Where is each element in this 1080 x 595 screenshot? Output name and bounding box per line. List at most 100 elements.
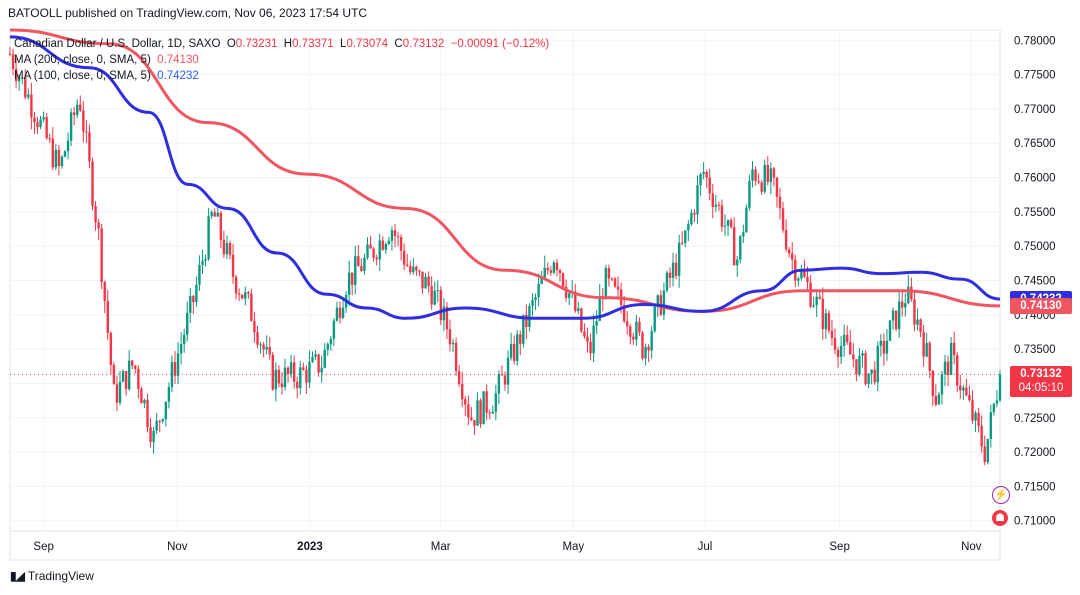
candle-body [962,387,965,391]
candle-body [292,362,296,382]
candle-body [894,310,898,330]
candle-body [555,262,559,271]
candle-body [137,369,140,389]
candle-body [140,388,143,404]
candle-body [464,399,467,405]
candle-body [378,240,381,260]
candle-body [439,290,443,321]
candle-body [112,364,116,385]
candle-body [409,265,412,273]
candle-body [629,326,632,337]
candle-body [402,250,406,265]
candle-body [121,371,125,382]
candle-body [201,260,204,265]
candle-body [711,193,714,207]
candle-body [775,177,779,197]
lightning-icon[interactable]: ⚡ [992,486,1010,504]
moving-averages [9,28,1001,320]
candle-body [870,369,873,374]
candle-body [739,236,742,260]
candle-body [613,278,617,287]
candle-body [372,248,375,258]
candle-body [308,361,311,383]
candle-body [598,295,601,321]
flag-icon[interactable]: ☗ [992,510,1008,526]
candle-body [705,172,708,178]
candle-body [907,286,910,304]
bar-countdown: 04:05:10 [1018,382,1064,395]
candle-body [919,319,922,333]
candle-body [662,290,666,315]
ma200-price-tag: 0.74130 [1010,297,1072,314]
candle-body [109,332,113,365]
candle-body [552,262,556,273]
candle-body [949,342,953,375]
candle-body [742,232,745,237]
candle-body [198,264,201,285]
candle-body [430,285,433,305]
candle-body [351,272,354,285]
ma200-legend-row[interactable]: MA (200, close, 0, SMA, 5) 0.74130 [14,52,549,68]
candle-body [51,138,54,168]
candle-body [708,177,711,194]
price-tick-label: 0.71500 [1014,481,1056,493]
candle-body [476,400,479,426]
candle-body [213,212,216,217]
candle-body [247,292,250,294]
candle-body [638,321,641,333]
candle-body [787,249,791,254]
candle-body [406,264,409,266]
candle-body [812,305,815,307]
candle-body [842,334,846,346]
candle-body [134,365,137,370]
candle-body [910,286,913,300]
ma200-value: 0.74130 [157,54,199,66]
candle-body [800,271,803,279]
low-value: 0.73074 [346,38,389,50]
candle-body [836,349,840,357]
candle-body [207,216,210,260]
candle-body [873,369,876,383]
candle-body [354,256,357,285]
candle-body [546,267,549,271]
price-tick-label: 0.76000 [1014,173,1056,185]
candle-body [751,169,754,181]
candle-body [384,243,388,250]
candle-body [24,77,27,98]
price-tick-label: 0.71000 [1014,516,1056,528]
candle-body [179,344,183,354]
candle-body [567,293,571,298]
candle-body [17,77,21,82]
candle-body [152,430,155,443]
candle-body [283,367,287,388]
candle-body [491,411,494,414]
candle-body [21,77,24,79]
symbol-legend-row[interactable]: Canadian Dollar / U.S. Dollar, 1D, SAXO … [14,36,549,52]
candle-body [36,122,39,128]
candle-body [357,256,360,267]
candle-body [943,361,947,375]
candle-body [604,268,608,300]
candle-body [375,257,378,260]
open-label: O [226,38,236,50]
candle-body [317,354,320,373]
candle-body [222,239,226,255]
candle-body [769,168,773,183]
candle-body [525,314,528,327]
candle-body [797,278,800,281]
time-tick-label: Sep [829,541,849,553]
footer-brand: TradingView [27,569,94,583]
candle-body [433,290,436,305]
candle-body [237,293,241,295]
candle-body [176,353,180,376]
time-axis[interactable]: Sep Nov 2023 Mar May Jul Sep Nov [33,541,981,553]
ma100-legend-row[interactable]: MA (100, close, 0, SMA, 5) 0.74232 [14,68,549,84]
candle-body [210,212,213,217]
candle-body [271,354,274,390]
chart-frame [9,29,1001,561]
candle-body [445,306,449,330]
candle-body [485,391,488,413]
candle-body [182,334,186,345]
price-axis[interactable]: 0.78000 0.77500 0.77000 0.76500 0.76000 0.755… [1014,35,1056,527]
